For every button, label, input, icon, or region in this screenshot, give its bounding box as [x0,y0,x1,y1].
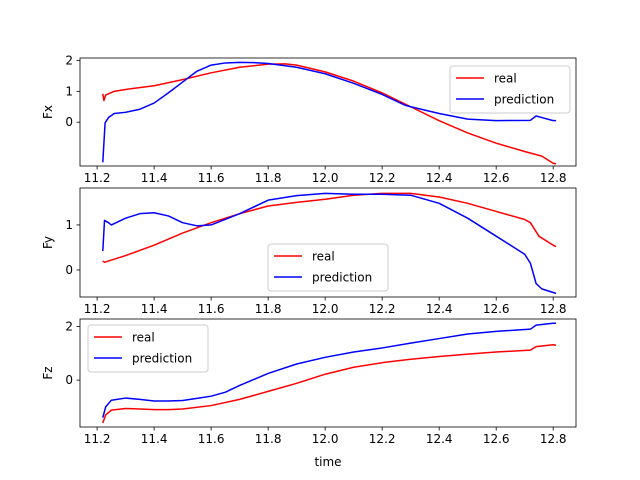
legend: real prediction [267,243,389,292]
x-tick-label: 12.4 [426,432,453,446]
axes-frame [79,318,577,428]
x-tick-label: 12.4 [426,171,453,185]
x-tick-label: 11.2 [84,171,111,185]
x-tick-label: 11.4 [141,302,168,316]
y-tick-label: 2 [65,53,73,67]
x-tick-label: 12.2 [369,302,396,316]
y-tick-label: 0 [65,373,73,387]
x-tick-label: 11.2 [84,432,111,446]
subplot-fx: 11.2 11.4 11.6 11.8 12.0 12.2 12.4 12.6 12.8 0 1 2 F… [41,53,577,185]
series-line-real [102,192,557,264]
y-axis-label: Fy [41,236,55,249]
x-tick-label: 12.2 [369,171,396,185]
y-tick-label: 1 [65,84,73,98]
series-line-prediction [102,322,557,418]
x-tick-label: 11.6 [198,432,225,446]
legend-label-prediction: prediction [132,352,192,366]
legend-label-prediction: prediction [312,271,372,285]
x-axis-label: time [314,455,341,469]
x-tick-label: 12.8 [540,171,567,185]
y-axis-label: Fx [41,105,55,119]
subplot-fy: 11.2 11.4 11.6 11.8 12.0 12.2 12.4 12.6 12.8 0 1 Fy… [41,187,577,316]
axes-frame [79,57,577,167]
legend: real prediction [87,324,209,373]
legend-label-real: real [312,250,335,264]
y-tick-label: 0 [65,263,73,277]
x-tick-label: 12.0 [312,171,339,185]
x-tick-label: 12.8 [540,302,567,316]
y-axis-label: Fz [41,366,55,379]
y-tick-label: 2 [65,320,73,334]
x-tick-label: 11.8 [255,302,282,316]
x-tick-label: 12.8 [540,432,567,446]
legend: real prediction [449,65,571,114]
x-tick-label: 12.6 [483,171,510,185]
x-tick-label: 11.6 [198,171,225,185]
x-tick-label: 11.4 [141,432,168,446]
axes-frame [79,187,577,298]
legend-label-real: real [132,331,155,345]
x-tick-label: 12.6 [483,302,510,316]
y-tick-label: 1 [65,218,73,232]
x-tick-label: 12.0 [312,302,339,316]
x-tick-label: 11.2 [84,302,111,316]
x-tick-label: 11.4 [141,171,168,185]
series-line-prediction [102,61,557,163]
x-tick-label: 12.0 [312,432,339,446]
series-line-real [102,63,557,165]
x-tick-label: 12.4 [426,302,453,316]
x-tick-label: 11.6 [198,302,225,316]
y-tick-label: 0 [65,115,73,129]
series-line-prediction [102,192,557,295]
legend-label-real: real [494,72,517,86]
x-tick-label: 12.6 [483,432,510,446]
legend-label-prediction: prediction [494,93,554,107]
x-tick-label: 12.2 [369,432,396,446]
x-tick-label: 11.8 [255,432,282,446]
subplot-fz: 11.2 11.4 11.6 11.8 12.0 12.2 12.4 12.6 12.8 0 2 Fz… [41,318,577,446]
x-tick-label: 11.8 [255,171,282,185]
series-line-real [102,343,557,424]
